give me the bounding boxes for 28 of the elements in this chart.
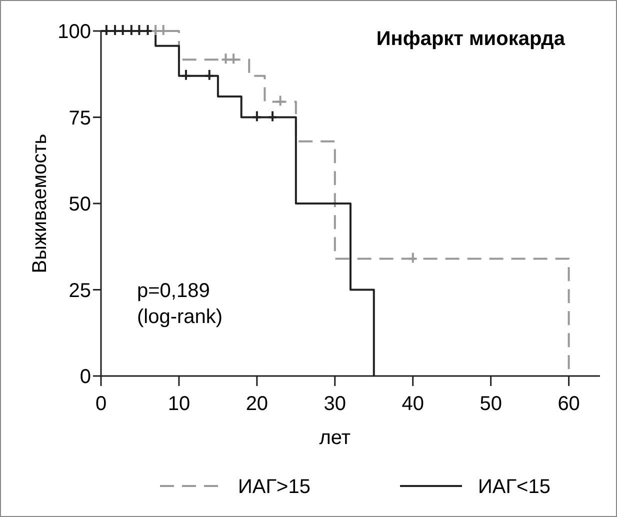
point [220,52,231,65]
point [275,94,286,107]
point [180,68,191,81]
point [252,110,262,122]
point [158,24,168,36]
annotation: p=0,189 (log-rank) [137,280,223,328]
x-tick-label: 30 [324,393,346,415]
x-tick-label: 0 [95,393,107,415]
x-tick-label: 60 [558,393,580,415]
point [204,68,214,81]
point [228,52,239,65]
point [268,110,278,122]
x-tick-label: 50 [480,393,502,415]
point [408,252,418,264]
x-tick-label: 40 [402,393,424,415]
point [150,24,161,36]
y-tick-label: 0 [80,366,91,388]
legend-label: ИАГ<15 [478,476,550,498]
x-tick-label: 10 [168,393,190,415]
y-tick-label: 100 [58,21,91,43]
y-axis-title: Выживаемость [29,134,51,274]
chart-title: Инфаркт миокарда [376,28,566,50]
x-axis-title: лет [319,427,351,449]
x-tick-label: 20 [246,393,268,415]
y-tick-label: 25 [68,280,91,302]
y-tick-label: 50 [68,194,91,216]
y-tick-label: 75 [68,107,91,130]
legend-label: ИАГ>15 [238,476,310,498]
